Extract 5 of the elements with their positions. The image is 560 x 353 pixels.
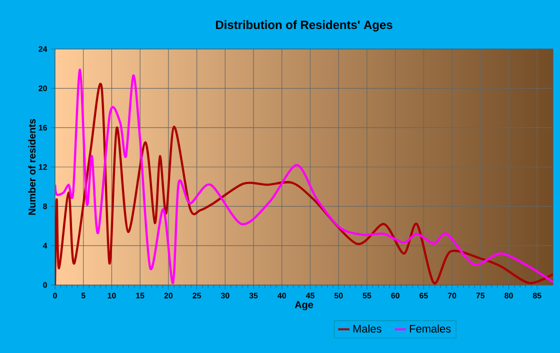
- y-axis-title: Number of residents: [28, 118, 36, 215]
- legend-label: Males: [353, 324, 382, 333]
- x-axis-title: Age: [294, 301, 314, 310]
- legend-label: Females: [410, 324, 451, 333]
- chart-title: Distribution of Residents' Ages: [216, 20, 392, 32]
